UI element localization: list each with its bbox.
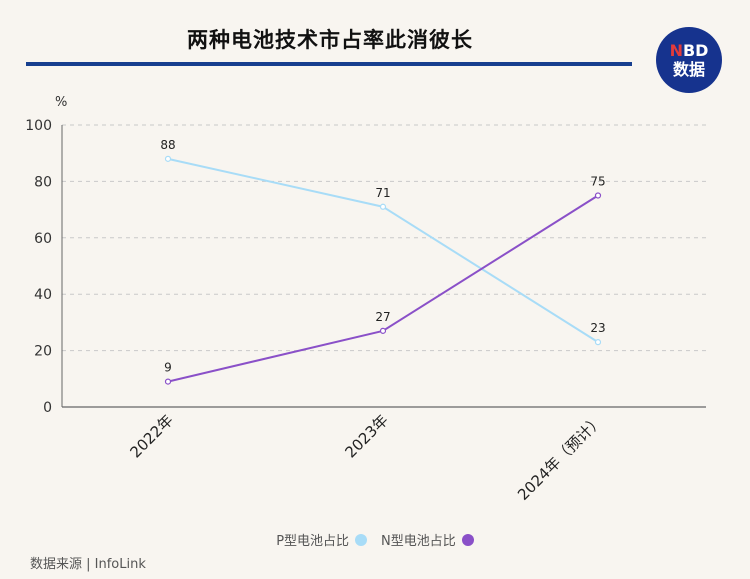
data-point [164, 378, 172, 385]
data-point [594, 339, 602, 346]
y-axis-unit: % [55, 95, 67, 110]
data-point [594, 192, 602, 199]
legend-item: N型电池占比 [381, 530, 474, 549]
data-label: 27 [375, 310, 390, 324]
y-tick-label: 20 [34, 344, 52, 360]
grid-lines [62, 124, 706, 352]
data-source: 数据来源 | InfoLink [30, 557, 146, 572]
series-group: 88 71 23 9 27 75 [160, 138, 606, 385]
data-point [379, 203, 387, 210]
legend-label: P型电池占比 [276, 534, 350, 549]
y-axis: 0 20 40 60 80 100% [25, 95, 67, 416]
y-tick-label: 0 [43, 400, 52, 416]
y-tick-label: 60 [34, 231, 52, 247]
legend-swatch [461, 533, 474, 546]
title-underline [26, 62, 632, 66]
data-point [164, 155, 172, 162]
legend: P型电池占比 N型电池占比 [0, 530, 750, 549]
x-tick-label: 2023年 [341, 411, 391, 461]
series-line [167, 194, 599, 383]
data-point [379, 327, 387, 334]
data-label: 23 [590, 321, 605, 335]
data-label: 71 [375, 186, 390, 200]
y-tick-label: 80 [34, 174, 52, 190]
legend-item: P型电池占比 [276, 530, 368, 549]
data-label: 88 [160, 138, 175, 152]
x-axis: 2022年 2023年 2024年（预计） [62, 406, 706, 504]
data-label: 9 [164, 361, 172, 375]
nbd-logo: NBD 数据 [656, 27, 722, 93]
legend-label: N型电池占比 [381, 534, 456, 549]
y-tick-label: 40 [34, 287, 52, 303]
legend-swatch [355, 533, 368, 546]
x-tick-label: 2024年（预计） [514, 411, 607, 504]
chart-title: 两种电池技术市占率此消彼长 [187, 28, 473, 52]
y-tick-label: 100 [25, 118, 52, 134]
x-tick-label: 2022年 [126, 411, 176, 461]
logo-bottom-text: 数据 [672, 59, 705, 79]
logo-top-text: NBD [669, 40, 709, 60]
data-label: 75 [590, 175, 605, 189]
